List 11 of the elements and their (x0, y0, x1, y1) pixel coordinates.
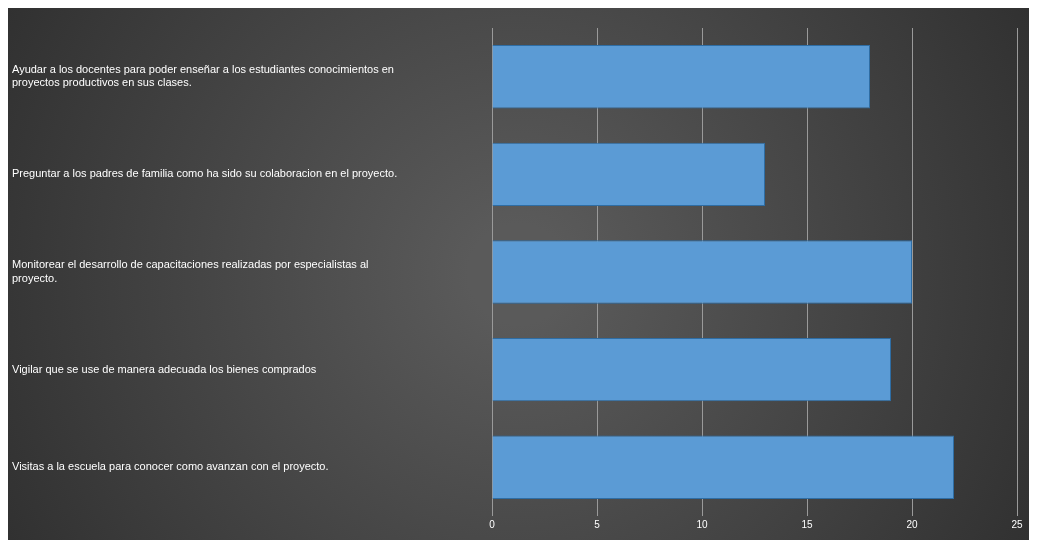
y-tick-label: Visitas a la escuela para conocer como avanzan con el proyecto. (12, 460, 329, 473)
y-tick-label: Monitorear el desarrollo de capacitaciones realizadas por especialistas al proyecto. (12, 258, 369, 284)
y-tick-label: Ayudar a los docentes para poder enseñar a los estudiantes conocimientos en proyectos productivos en sus clases. (12, 63, 394, 89)
y-tick-label: Preguntar a los padres de familia como ha sido su colaboracion en el proyecto. (12, 167, 398, 180)
x-tick-label: 5 (594, 518, 601, 530)
x-tick-label: 15 (801, 518, 813, 530)
y-tick-label: Vigilar que se use de manera adecuada los bienes comprados (12, 362, 317, 375)
x-tick-label: 0 (489, 518, 496, 530)
x-tick-label: 25 (1011, 518, 1023, 530)
x-tick-label: 10 (696, 518, 708, 530)
x-tick-label: 20 (906, 518, 918, 530)
